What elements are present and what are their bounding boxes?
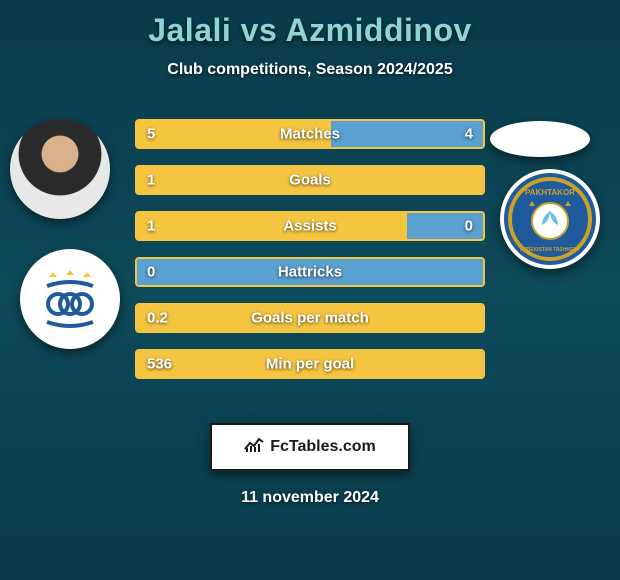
stat-row: 10Assists — [135, 211, 485, 241]
stat-row: 54Matches — [135, 119, 485, 149]
svg-text:PAKHTAKOR: PAKHTAKOR — [525, 188, 575, 197]
club-logo-right-svg: PAKHTAKOR UZBEKISTAN TASHKENT — [502, 171, 598, 267]
stat-label: Min per goal — [137, 356, 483, 373]
svg-text:UZBEKISTAN TASHKENT: UZBEKISTAN TASHKENT — [520, 247, 580, 253]
footer-date: 11 november 2024 — [0, 489, 620, 507]
stat-label: Goals — [137, 172, 483, 189]
stat-label: Assists — [137, 218, 483, 235]
stat-label: Hattricks — [137, 264, 483, 281]
chart-icon — [244, 437, 264, 458]
player-left-avatar — [10, 119, 110, 219]
comparison-area: PAKHTAKOR UZBEKISTAN TASHKENT 54Matches 1… — [0, 109, 620, 409]
stat-row: 0.2Goals per match — [135, 303, 485, 333]
branding-badge: FcTables.com — [210, 423, 410, 471]
player-right-club-logo: PAKHTAKOR UZBEKISTAN TASHKENT — [500, 169, 600, 269]
stat-row: 1Goals — [135, 165, 485, 195]
page-title: Jalali vs Azmiddinov — [0, 0, 620, 49]
stat-label: Goals per match — [137, 310, 483, 327]
club-logo-left-svg — [35, 264, 105, 334]
stat-label: Matches — [137, 126, 483, 143]
branding-text: FcTables.com — [270, 438, 376, 456]
player-right-avatar-placeholder — [490, 121, 590, 157]
page-subtitle: Club competitions, Season 2024/2025 — [0, 61, 620, 79]
player-left-club-logo — [20, 249, 120, 349]
stat-row: 536Min per goal — [135, 349, 485, 379]
stat-bars: 54Matches 1Goals 10Assists 0Hattricks 0.2Goa… — [135, 119, 485, 395]
stat-row: 0Hattricks — [135, 257, 485, 287]
